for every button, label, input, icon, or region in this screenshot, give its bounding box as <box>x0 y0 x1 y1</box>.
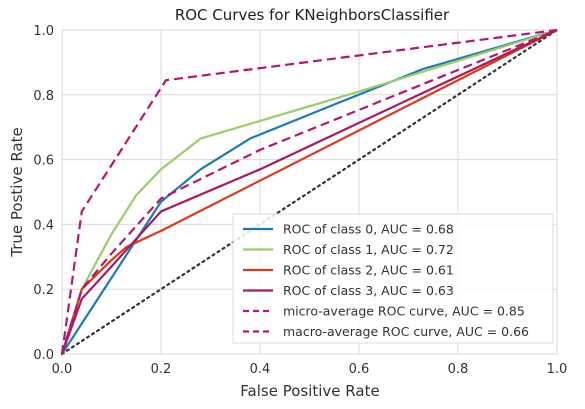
y-tick-label: 0.6 <box>33 154 54 169</box>
series-line-roc-of-class-3-auc-0-63 <box>60 29 558 355</box>
x-tick-label: 0.8 <box>448 362 469 377</box>
y-tick-label: 0.0 <box>33 348 54 363</box>
y-tick-label: 0.4 <box>33 218 54 233</box>
chart-title: ROC Curves for KNeighborsClassifier <box>175 6 450 24</box>
y-tick-label: 0.8 <box>33 89 54 104</box>
chart-legend: ROC of class 0, AUC = 0.68 ROC of class 1… <box>232 213 554 344</box>
series-line-roc-of-class-1-auc-0-72 <box>60 28 558 355</box>
x-tick-label: 1.0 <box>547 362 568 377</box>
y-tick-label: 1.0 <box>33 24 54 39</box>
x-axis-label: False Positive Rate <box>240 382 379 400</box>
legend-label: micro-average ROC curve, AUC = 0.85 <box>283 304 525 319</box>
legend-box <box>232 213 554 344</box>
legend-label: ROC of class 3, AUC = 0.63 <box>283 283 454 298</box>
series-line-chance-line <box>60 28 559 356</box>
legend-label: ROC of class 1, AUC = 0.72 <box>283 242 454 257</box>
y-axis-label: True Postive Rate <box>8 127 26 257</box>
tick-layer: 0.0 0.2 0.4 0.6 0.8 1.0 0.0 0.2 0.4 0.6 0.8 1.0 <box>33 24 567 377</box>
series-line-micro-average-roc-curve-auc-0-85 <box>60 28 558 355</box>
legend-label: macro-average ROC curve, AUC = 0.66 <box>283 324 529 339</box>
x-tick-label: 0.0 <box>52 362 73 377</box>
series-line-macro-average-roc-curve-auc-0-66 <box>60 28 558 355</box>
series-line-roc-of-class-0-auc-0-68 <box>61 28 558 355</box>
y-tick-label: 0.2 <box>33 283 54 298</box>
series-layer <box>60 28 559 356</box>
x-tick-label: 0.6 <box>349 362 370 377</box>
x-tick-label: 0.2 <box>151 362 172 377</box>
legend-label: ROC of class 0, AUC = 0.68 <box>283 222 454 237</box>
x-tick-label: 0.4 <box>250 362 271 377</box>
legend-label: ROC of class 2, AUC = 0.61 <box>283 263 454 278</box>
